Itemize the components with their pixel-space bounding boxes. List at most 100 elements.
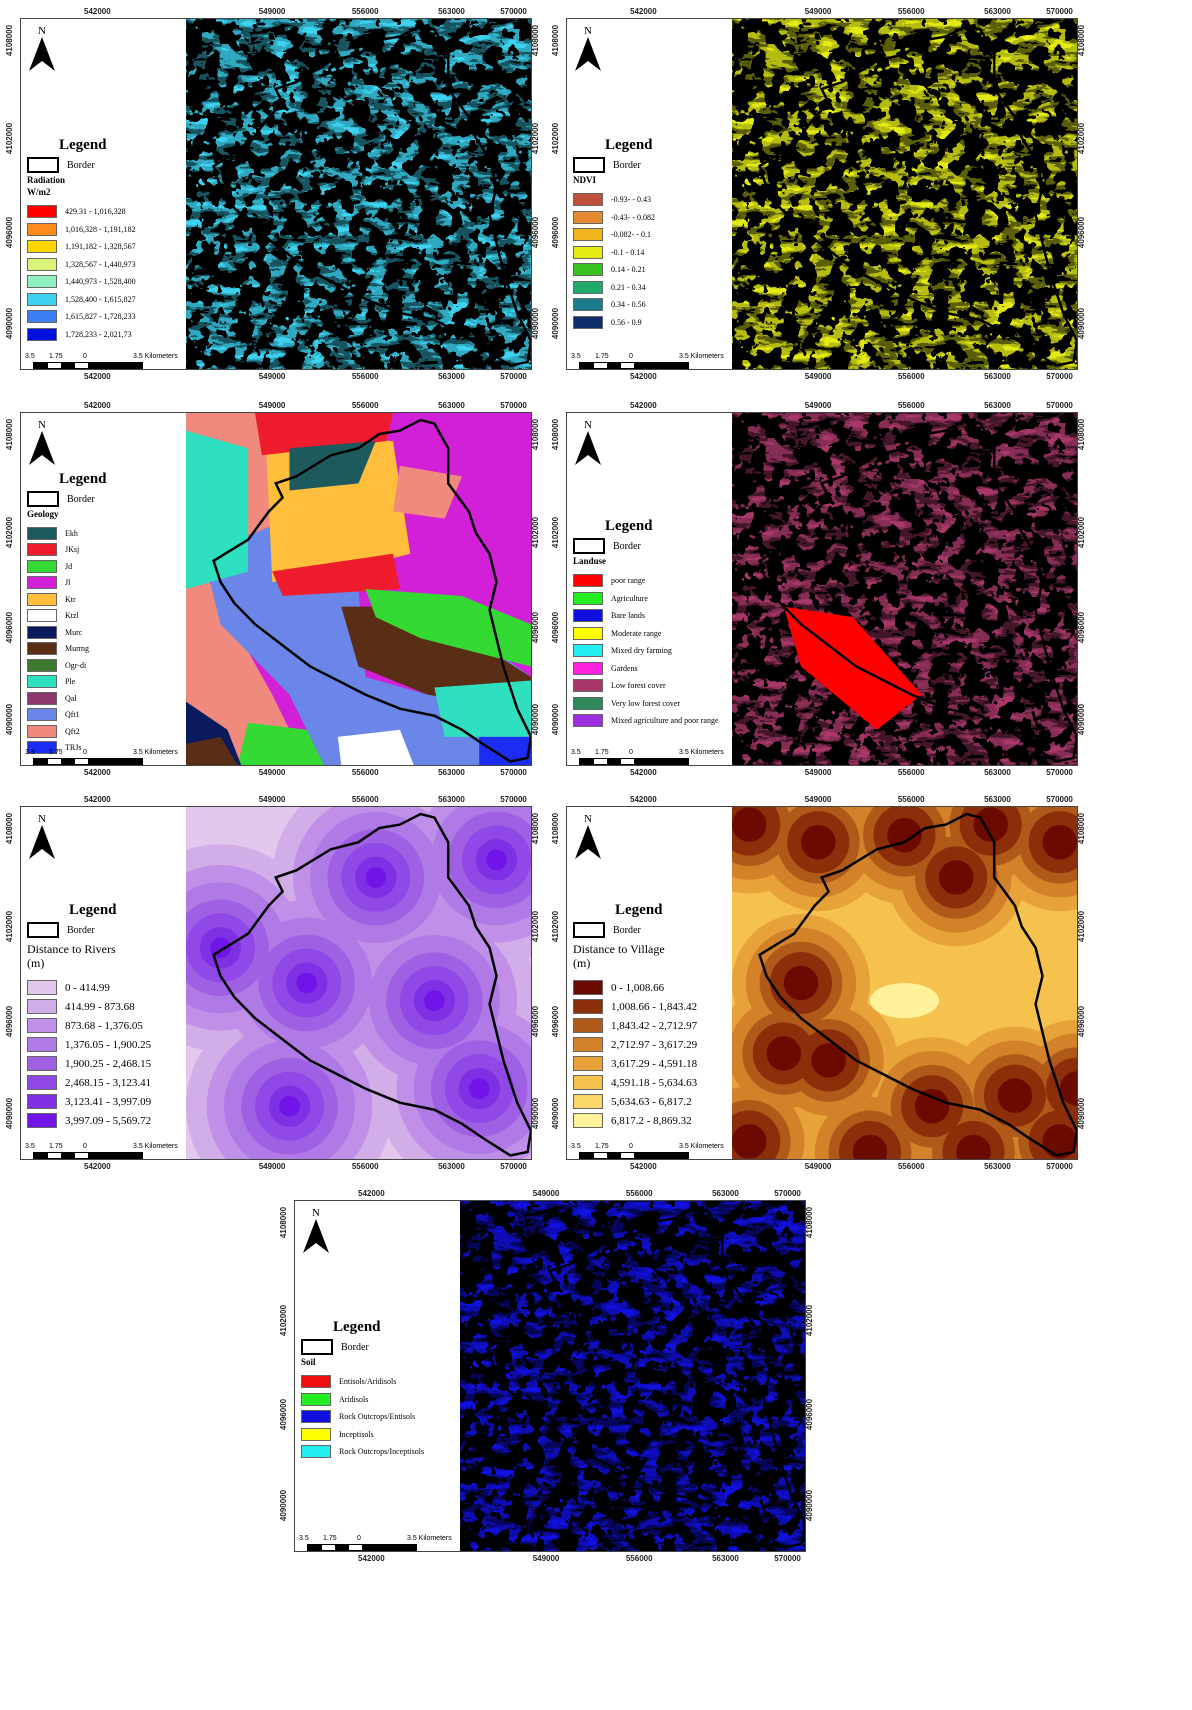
y-tick-label: 4108000 xyxy=(551,812,561,844)
legend-title: Legend xyxy=(605,518,653,534)
x-tick-label: 542000 xyxy=(84,7,111,16)
legend-swatch xyxy=(573,591,603,605)
scale-label: 1.75 xyxy=(49,353,63,360)
legend-item-label: Qal xyxy=(65,693,77,703)
legend-border-row: Border xyxy=(301,1339,369,1355)
legend-title: Legend xyxy=(69,902,117,918)
scale-label: 3.5 Kilometers xyxy=(679,353,724,360)
scale-label: 3.5 xyxy=(571,749,581,756)
legend-item-label: 1,528,400 - 1,615,827 xyxy=(65,294,136,304)
legend-item: 2,468.15 - 3,123.41 xyxy=(27,1073,151,1092)
legend-item: Entisols/Aridisols xyxy=(301,1373,424,1391)
legend-subtitle: Soil xyxy=(301,1357,316,1367)
north-arrow-icon xyxy=(575,825,601,859)
legend-item: 1,328,567 - 1,440,973 xyxy=(27,256,136,274)
map-frame: N Legend Border Geology Ekh JKsj Jd Jl Ktr Ktzl Mu… xyxy=(20,412,532,766)
legend-swatch xyxy=(27,980,57,995)
legend-item: Jl xyxy=(27,575,89,592)
map-raster-rivers xyxy=(186,807,531,1159)
y-tick-label: 4108000 xyxy=(531,418,541,450)
legend-border-swatch xyxy=(573,922,605,938)
y-tick-label: 4102000 xyxy=(531,911,541,943)
legend-item-label: 0.56 - 0.9 xyxy=(611,317,642,327)
legend-subtitle-unit: (m) xyxy=(573,956,591,970)
legend-item: Ktr xyxy=(27,591,89,608)
y-tick-label: 4090000 xyxy=(551,703,561,735)
legend-item: -0.93- - 0.43 xyxy=(573,191,655,209)
legend-item-label: Ktr xyxy=(65,594,76,604)
legend-subtitle-unit: W/m2 xyxy=(27,187,51,197)
x-tick-label: 563000 xyxy=(712,1554,739,1563)
scale-label: 1.75 xyxy=(595,749,609,756)
y-tick-label: 4090000 xyxy=(279,1489,289,1522)
legend-item: 1,008.66 - 1,843.42 xyxy=(573,997,697,1016)
legend-swatch xyxy=(573,245,603,259)
legend-item-label: 4,591.18 - 5,634.63 xyxy=(611,1076,698,1089)
x-tick-label: 556000 xyxy=(625,1189,653,1198)
y-tick-label: 4090000 xyxy=(5,307,15,340)
legend-item-label: Low forest cover xyxy=(611,681,666,691)
map-panel-ndvi: 542000 549000 556000 563000 570000 542000 5490… xyxy=(551,7,1086,392)
legend-item: Ogr-di xyxy=(27,657,89,674)
map-raster-landuse xyxy=(732,413,1077,765)
x-tick-label: 549000 xyxy=(258,1162,286,1171)
x-tick-label: 563000 xyxy=(712,1189,739,1198)
legend-item: 873.68 - 1,376.05 xyxy=(27,1016,151,1035)
legend-swatch xyxy=(573,1094,603,1109)
x-tick-label: 549000 xyxy=(804,7,832,16)
scale-label: 0 xyxy=(357,1535,361,1542)
legend-item-label: 1,843.42 - 2,712.97 xyxy=(611,1019,698,1032)
y-tick-label: 4108000 xyxy=(1077,812,1087,844)
legend-item: Low forest cover xyxy=(573,677,719,695)
legend-item: 429.31 - 1,016,328 xyxy=(27,203,136,221)
y-tick-label: 4102000 xyxy=(5,911,15,943)
legend-swatch xyxy=(573,661,603,675)
legend-swatch xyxy=(573,210,603,224)
legend-item-label: 1,900.25 - 2,468.15 xyxy=(65,1057,152,1070)
y-tick-label: 4108000 xyxy=(551,418,561,450)
legend-item-label: 0.14 - 0.21 xyxy=(611,265,646,275)
x-tick-label: 542000 xyxy=(84,1162,111,1171)
legend-item: 1,191,182 - 1,328,567 xyxy=(27,238,136,256)
legend-swatch xyxy=(573,298,603,312)
legend-swatch xyxy=(27,724,57,738)
legend-swatch xyxy=(301,1445,331,1459)
x-tick-label: 542000 xyxy=(358,1554,385,1563)
y-tick-label: 4090000 xyxy=(1077,1097,1087,1129)
x-tick-label: 542000 xyxy=(84,768,111,777)
legend-item-label: Rock Outcrops/Inceptisols xyxy=(339,1447,425,1457)
legend-item: Qft1 xyxy=(27,707,89,724)
y-tick-label: 4108000 xyxy=(1077,24,1087,56)
x-tick-label: 570000 xyxy=(1046,1162,1073,1171)
legend-item: 4,591.18 - 5,634.63 xyxy=(573,1073,697,1092)
scale-bar-labels: 3.5 1.75 0 3.5 Kilometers xyxy=(299,1535,459,1551)
legend-item: Agriculture xyxy=(573,590,719,608)
legend-item-label: 0 - 414.99 xyxy=(65,981,110,994)
legend-item: Aridisols xyxy=(301,1391,424,1409)
legend-border-label: Border xyxy=(613,159,641,171)
legend-item: Bare lands xyxy=(573,607,719,625)
north-arrow-icon xyxy=(29,825,55,859)
y-tick-label: 4090000 xyxy=(5,703,15,735)
legend-item: 1,016,328 - 1,191,182 xyxy=(27,221,136,239)
legend-swatch xyxy=(573,626,603,640)
legend-item: 0 - 1,008.66 xyxy=(573,978,697,997)
legend-item-label: 1,191,182 - 1,328,567 xyxy=(65,242,136,252)
x-tick-label: 556000 xyxy=(351,1162,379,1171)
legend-item-label: 6,817.2 - 8,869.32 xyxy=(611,1114,692,1127)
north-label: N xyxy=(584,813,592,825)
legend-item: Very low forest cover xyxy=(573,695,719,713)
x-tick-label: 563000 xyxy=(438,7,465,16)
scale-label: 3.5 Kilometers xyxy=(133,1143,178,1150)
scale-bar-labels: 3.5 1.75 0 3.5 Kilometers xyxy=(25,1143,185,1159)
legend-swatch xyxy=(27,559,57,573)
legend-item: 1,528,400 - 1,615,827 xyxy=(27,291,136,309)
scale-label: 0 xyxy=(83,749,87,756)
y-tick-label: 4096000 xyxy=(551,612,561,644)
y-tick-label: 4090000 xyxy=(531,703,541,735)
x-tick-label: 549000 xyxy=(532,1554,560,1563)
legend-swatch xyxy=(27,1056,57,1071)
scale-bar xyxy=(579,758,689,765)
legend-swatch xyxy=(27,1094,57,1109)
legend-item: Ktzl xyxy=(27,608,89,625)
